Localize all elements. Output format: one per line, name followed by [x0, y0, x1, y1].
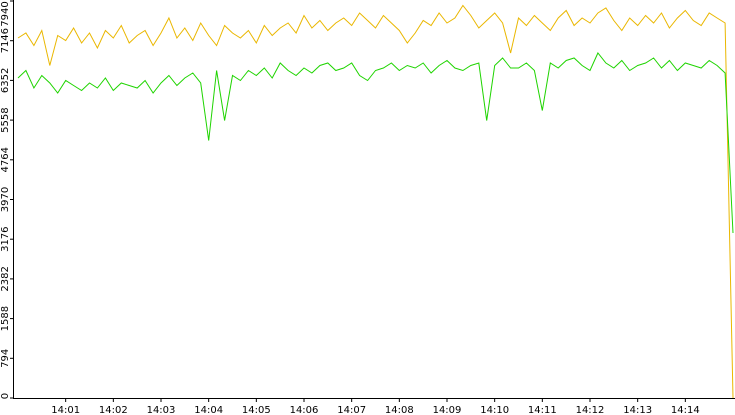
x-tick-label: 14:03	[147, 405, 176, 415]
x-tick-label: 14:06	[290, 405, 319, 415]
y-tick-label: 5558	[0, 107, 11, 132]
y-tick-label: 3176	[0, 226, 11, 251]
x-tick-label: 14:14	[671, 405, 700, 415]
x-tick-label: 14:08	[385, 405, 414, 415]
y-tick-label: 6352	[0, 68, 11, 93]
x-tick-label: 14:04	[194, 405, 223, 415]
x-tick-label: 14:05	[242, 405, 271, 415]
y-tick-label: 7940	[0, 1, 11, 26]
x-tick-label: 14:09	[433, 405, 462, 415]
y-tick-label: 4764	[0, 147, 11, 172]
x-tick-label: 14:11	[528, 405, 557, 415]
y-tick-label: 3970	[0, 187, 11, 212]
x-tick-label: 14:13	[623, 405, 652, 415]
series-line	[17, 4, 734, 399]
x-tick-label: 14:01	[51, 405, 80, 415]
x-tick-label: 14:07	[337, 405, 366, 415]
series-line	[17, 52, 734, 234]
y-tick-label: 794	[0, 349, 11, 368]
x-tick-label: 14:02	[99, 405, 128, 415]
y-tick-label: 2382	[0, 266, 11, 291]
x-tick-label: 14:12	[576, 405, 605, 415]
y-tick-label: 0	[0, 393, 11, 399]
y-tick-label: 7146	[0, 28, 11, 53]
x-tick-label: 14:10	[480, 405, 509, 415]
y-tick-label: 1588	[0, 306, 11, 331]
